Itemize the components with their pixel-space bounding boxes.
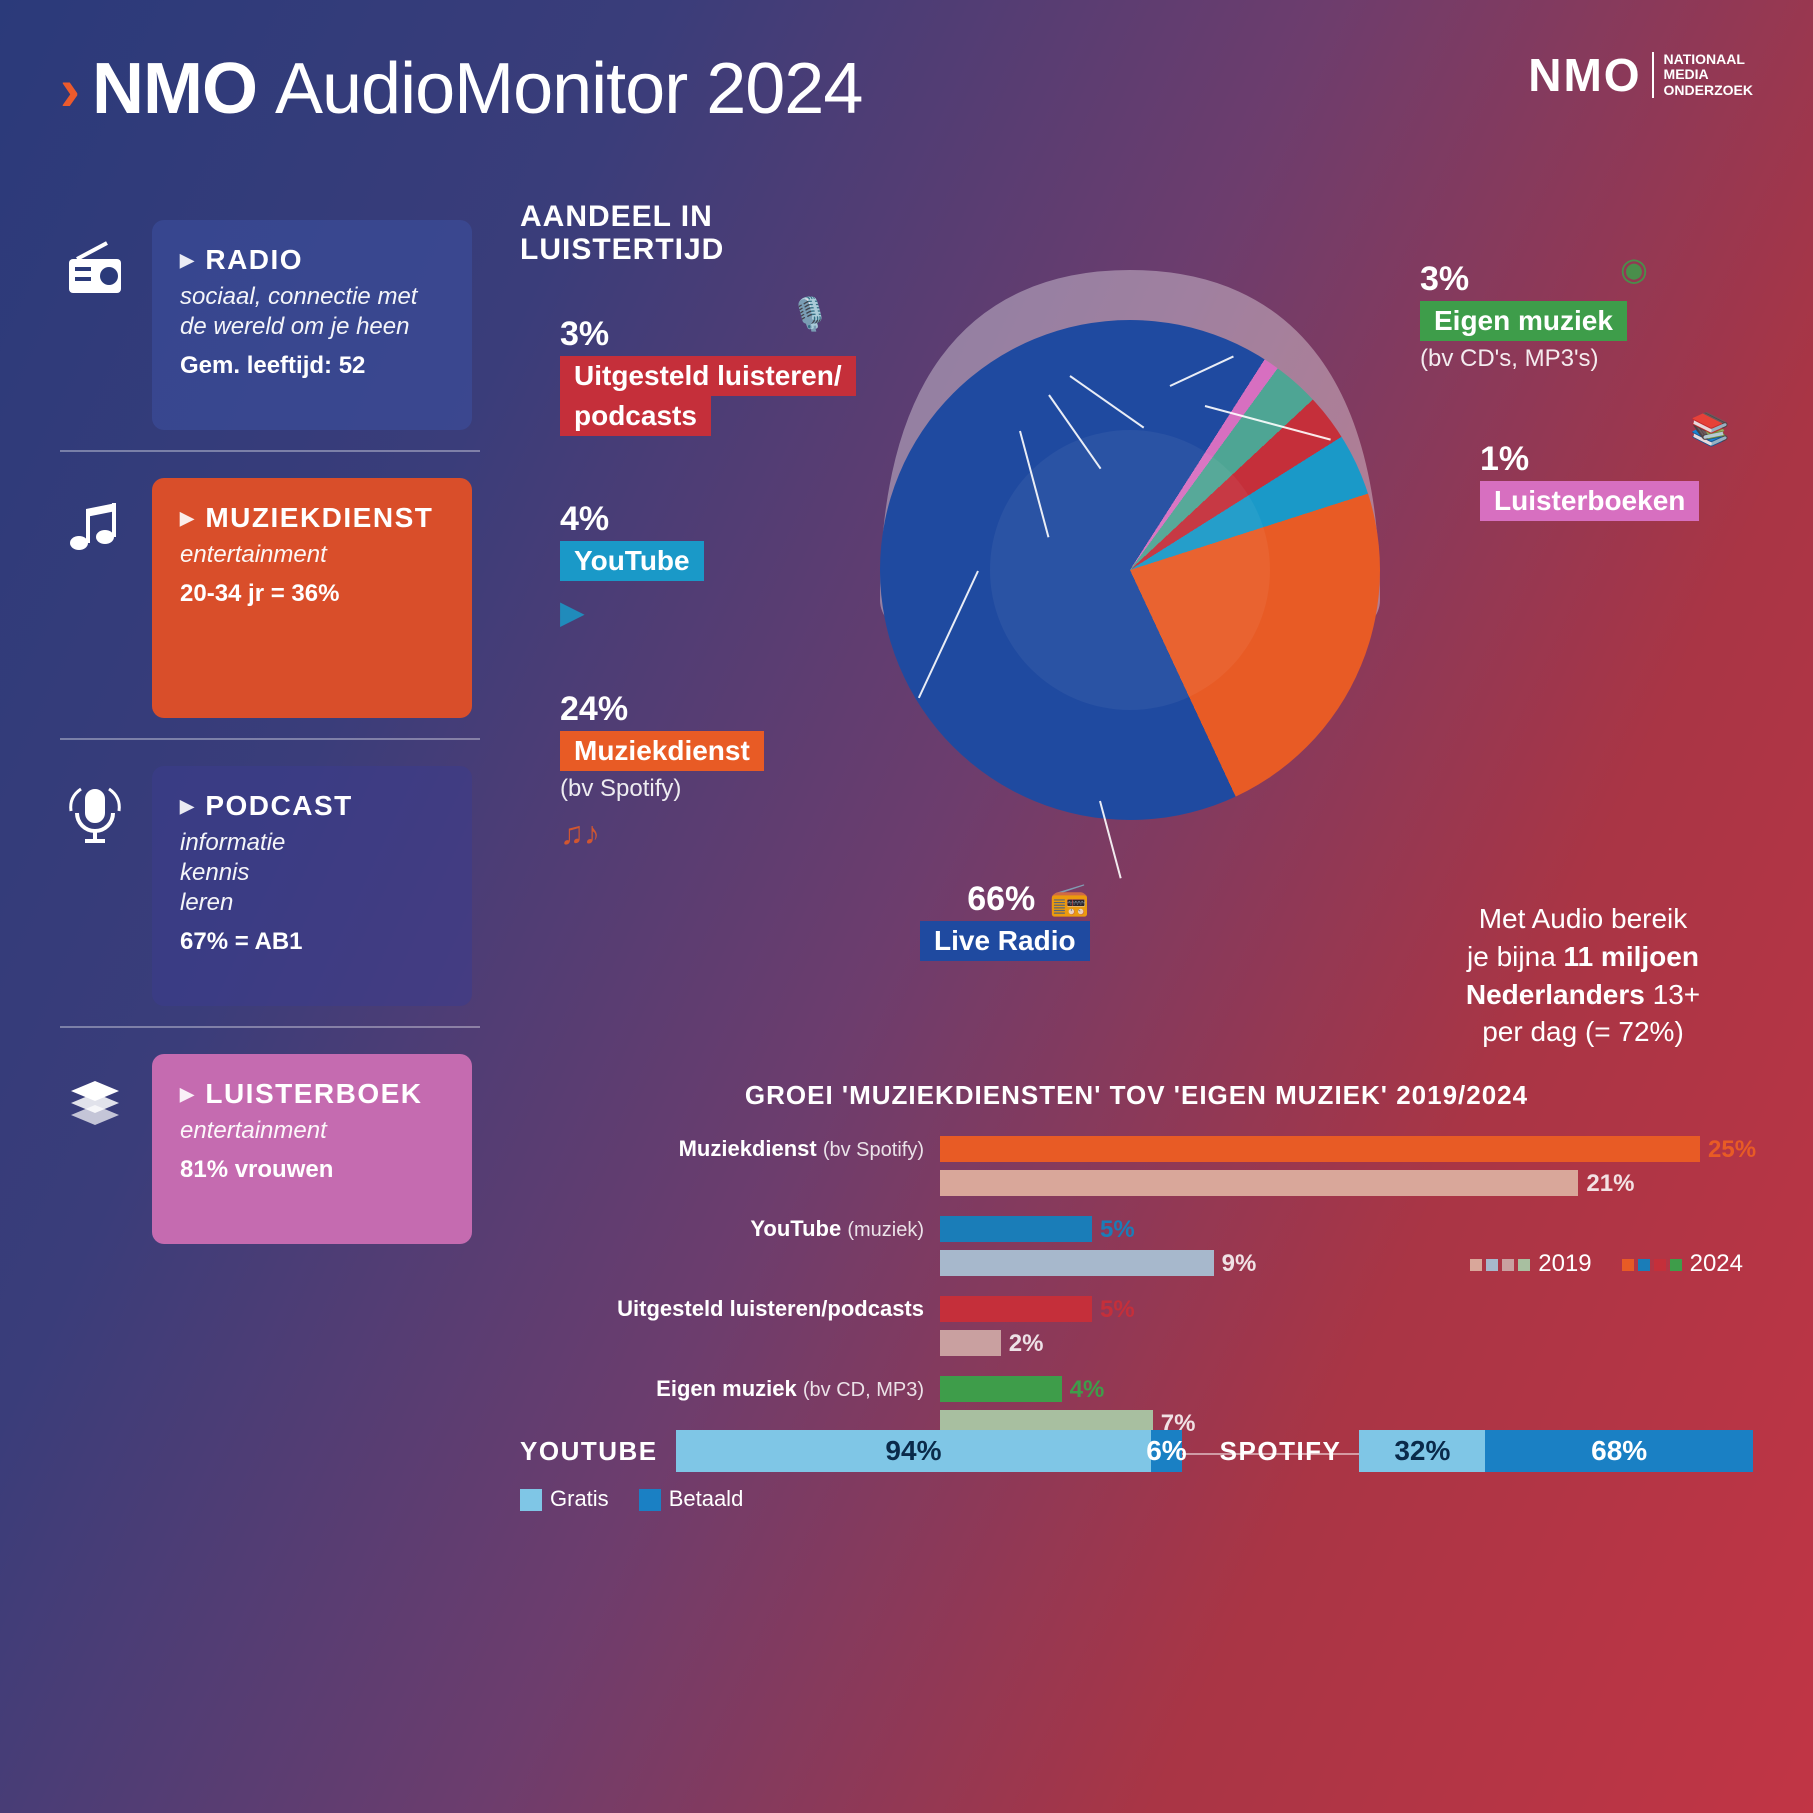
growth-row: Uitgesteld luisteren/podcasts 5% [520, 1293, 1753, 1325]
paid-row: YOUTUBE 94% 6% SPOTIFY 32% 68% [520, 1430, 1753, 1472]
growth-rows: Muziekdienst (bv Spotify) 25% 21% YouTub… [520, 1133, 1753, 1439]
card-podcast-desc: informatie kennis leren [180, 828, 444, 918]
spotify-label: SPOTIFY [1220, 1436, 1342, 1467]
pie-chart [880, 320, 1380, 820]
youtube-label: YOUTUBE [520, 1436, 658, 1467]
sidebar-radio: RADIO sociaal, connectie met de wereld o… [60, 220, 480, 430]
main: RADIO sociaal, connectie met de wereld o… [0, 180, 1813, 1813]
card-podcast: PODCAST informatie kennis leren 67% = AB… [152, 766, 472, 1006]
disc-icon: ◉ [1620, 250, 1648, 288]
label-liveradio: 66% 📻 Live Radio [920, 880, 1090, 961]
youtube-icon: ▶ [560, 593, 704, 631]
sidebar-luister: LUISTERBOEK entertainment 81% vrouwen [60, 1054, 480, 1244]
mic-icon: 🎙️ [790, 295, 830, 333]
nmo-logo: NMO NATIONAAL MEDIA ONDERZOEK [1528, 48, 1753, 102]
divider [60, 738, 480, 740]
card-luister-stat: 81% vrouwen [180, 1156, 444, 1184]
card-muziek-title: MUZIEKDIENST [180, 502, 444, 534]
label-muziekdienst: 24% Muziekdienst (bv Spotify) ♫♪ [560, 690, 764, 852]
reach-text: Met Audio bereik je bijna 11 miljoen Ned… [1413, 900, 1753, 1051]
center-area: AANDEEL IN LUISTERTIJD 🎙️ 3% Uitgesteld … [520, 200, 1753, 266]
card-muziek-stat: 20-34 jr = 36% [180, 580, 444, 608]
label-eigen: ◉ 3% Eigen muziek (bv CD's, MP3's) [1420, 260, 1627, 373]
card-radio-title: RADIO [180, 244, 444, 276]
card-luister-desc: entertainment [180, 1116, 444, 1146]
label-youtube: 4% YouTube ▶ [560, 500, 704, 631]
spotify-bar: 32% 68% [1359, 1430, 1753, 1472]
growth-row: YouTube (muziek) 5% [520, 1213, 1753, 1245]
card-podcast-title: PODCAST [180, 790, 444, 822]
title-bold: NMO [92, 48, 257, 130]
growth-title: GROEI 'MUZIEKDIENSTEN' TOV 'EIGEN MUZIEK… [520, 1080, 1753, 1111]
card-luister-title: LUISTERBOEK [180, 1078, 444, 1110]
page-title: › NMO AudioMonitor 2024 [60, 48, 862, 130]
youtube-bar: 94% 6% [676, 1430, 1182, 1472]
growth-row: 2% [520, 1327, 1753, 1359]
growth-row: Muziekdienst (bv Spotify) 25% [520, 1133, 1753, 1165]
growth-row: 21% [520, 1167, 1753, 1199]
radio-icon [60, 234, 130, 304]
notes-icon: ♫♪ [560, 815, 764, 852]
caret-icon: › [60, 55, 80, 124]
paid-legend: Gratis Betaald [520, 1486, 1753, 1512]
music-notes-icon [60, 492, 130, 562]
sidebar-podcast: PODCAST informatie kennis leren 67% = AB… [60, 766, 480, 1006]
card-radio-desc: sociaal, connectie met de wereld om je h… [180, 282, 444, 342]
card-muziek-desc: entertainment [180, 540, 444, 570]
growth-legend: 2019 2024 [1470, 1250, 1743, 1278]
growth-chart: GROEI 'MUZIEKDIENSTEN' TOV 'EIGEN MUZIEK… [520, 1080, 1753, 1455]
divider [60, 1026, 480, 1028]
divider [60, 450, 480, 452]
card-radio: RADIO sociaal, connectie met de wereld o… [152, 220, 472, 430]
card-luister: LUISTERBOEK entertainment 81% vrouwen [152, 1054, 472, 1244]
logo-subtitle: NATIONAAL MEDIA ONDERZOEK [1652, 52, 1753, 98]
paid-chart: YOUTUBE 94% 6% SPOTIFY 32% 68% Gratis Be… [520, 1430, 1753, 1512]
growth-row: Eigen muziek (bv CD, MP3) 4% [520, 1373, 1753, 1405]
header: › NMO AudioMonitor 2024 NMO NATIONAAL ME… [0, 0, 1813, 150]
podcast-mic-icon [60, 780, 130, 850]
book-icon: 📚 [1690, 410, 1730, 448]
card-radio-stat: Gem. leeftijd: 52 [180, 352, 444, 380]
label-luisterboeken: 📚 1% Luisterboeken [1480, 440, 1699, 521]
card-muziek: MUZIEKDIENST entertainment 20-34 jr = 36… [152, 478, 472, 718]
sidebar-muziek: MUZIEKDIENST entertainment 20-34 jr = 36… [60, 478, 480, 718]
logo-text: NMO [1528, 48, 1641, 102]
book-stack-icon [60, 1068, 130, 1138]
title-rest: AudioMonitor 2024 [275, 48, 862, 130]
label-podcasts: 🎙️ 3% Uitgesteld luisteren/ podcasts [560, 315, 856, 436]
card-podcast-stat: 67% = AB1 [180, 928, 444, 956]
sidebar: RADIO sociaal, connectie met de wereld o… [60, 220, 480, 1264]
radio-small-icon: 📻 [1050, 881, 1090, 917]
